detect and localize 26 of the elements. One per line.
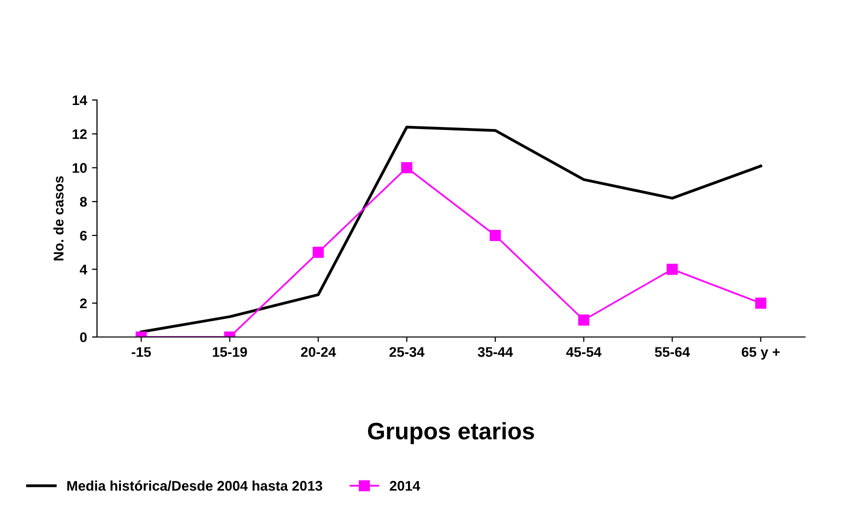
x-tick-label: 20-24 (300, 347, 336, 357)
x-tick-label: 55-64 (654, 347, 690, 357)
y-tick-label: 4 (80, 264, 88, 274)
legend-label: 2014 (390, 480, 420, 491)
x-tick-label: 45-54 (566, 347, 602, 357)
point (666, 264, 678, 275)
x-tick-label: 15-19 (212, 347, 247, 357)
x-tick-label: 25-34 (389, 347, 424, 357)
y-tick-label: 14 (72, 95, 88, 106)
y-tick-label: 0 (80, 332, 87, 342)
point (578, 314, 590, 326)
y-tick-label: 10 (72, 163, 87, 173)
point (490, 230, 501, 241)
point (755, 298, 766, 309)
legend-label: Media histórica/Desde 2004 hasta 2013 (67, 480, 322, 491)
y-axis-title: No. de casos (53, 176, 64, 260)
x-tick-label: 35-44 (478, 347, 513, 357)
y-tick-label: 8 (80, 196, 87, 207)
point (401, 162, 412, 174)
x-tick-label: 65 y + (742, 347, 780, 360)
y-tick-label: 12 (72, 129, 87, 139)
point (312, 246, 324, 258)
y-tick-label: 2 (80, 298, 87, 308)
y-tick-label: 6 (80, 230, 87, 241)
x-axis-title: Grupos etarios (368, 422, 534, 444)
x-tick-label: -15 (132, 347, 151, 357)
